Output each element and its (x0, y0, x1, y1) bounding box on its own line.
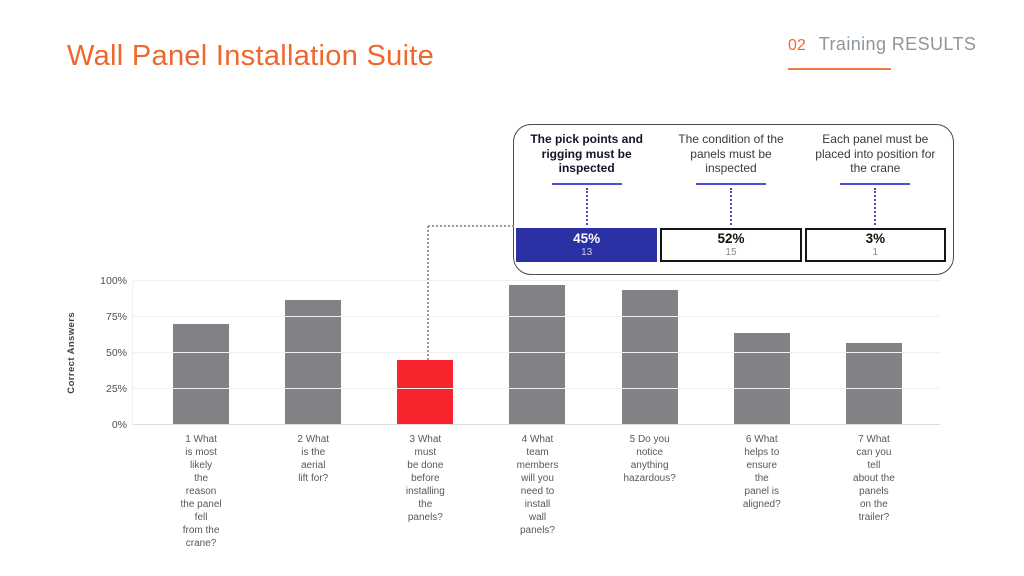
answer-option-count-2: 15 (725, 246, 737, 258)
bar-q5 (621, 289, 678, 425)
answer-option-percent-3: 3% (865, 231, 886, 247)
y-tick-100%: 100% (100, 275, 127, 287)
y-axis-title: Correct Answers (62, 281, 80, 425)
answer-option-text-1: The pick points and rigging must be insp… (530, 132, 643, 176)
bar-slot-2: 2 What is the aerial lift for? (257, 281, 369, 484)
y-tick-0%: 0% (111, 419, 127, 431)
answer-option-underline-3 (840, 183, 911, 185)
y-tick-25%: 25% (105, 383, 127, 395)
bar-label-q4: 4 What team members will you need to ins… (516, 434, 559, 536)
answer-option-dotted-line-2 (729, 188, 732, 225)
answer-option-text-2: The condition of the panels must be insp… (678, 132, 784, 176)
answer-callout: The pick points and rigging must be insp… (513, 124, 954, 275)
gridline-50% (133, 352, 940, 353)
y-tick-50%: 50% (105, 347, 127, 359)
bar-slot-7: 7 What can you tell about the panels on … (818, 281, 930, 523)
answer-option-count-3: 1 (872, 246, 879, 258)
answer-option-result-box-2: 52% 15 (660, 228, 802, 262)
bar-label-q3: 3 What must be done before installing th… (405, 434, 445, 523)
bar-slot-6: 6 What helps to ensure the panel is alig… (706, 281, 818, 510)
answer-option-result-box-3: 3% 1 (804, 228, 946, 262)
section-label: Training RESULTS (818, 34, 977, 54)
gridline-100% (133, 280, 940, 281)
answer-option-dotted-line-1 (585, 188, 588, 225)
gridline-0% (133, 424, 940, 425)
bar-q4 (509, 285, 566, 425)
page-title: Wall Panel Installation Suite (67, 40, 435, 72)
bar-q1 (173, 324, 230, 425)
y-axis-title-text: Correct Answers (65, 312, 77, 394)
bar-slot-3: 3 What must be done before installing th… (369, 281, 481, 523)
gridline-25% (133, 388, 940, 389)
answer-option-2: The condition of the panels must be insp… (660, 132, 802, 262)
answer-option-underline-2 (695, 183, 766, 185)
bar-slot-4: 4 What team members will you need to ins… (481, 281, 593, 536)
section-number: 02 (788, 37, 806, 54)
answer-option-text-3: Each panel must be placed into position … (815, 132, 936, 176)
section-underline (788, 68, 891, 70)
answer-option-result-box-1: 45% 13 (516, 228, 658, 262)
bar-label-q1: 1 What is most likely the reason the pan… (180, 434, 222, 549)
gridline-75% (133, 316, 940, 317)
answer-option-3: Each panel must be placed into position … (804, 132, 946, 262)
answer-option-dotted-line-3 (874, 188, 877, 225)
bar-label-q7: 7 What can you tell about the panels on … (853, 434, 895, 523)
answer-option-percent-2: 52% (717, 231, 745, 247)
bars-area: 1 What is most likely the reason the pan… (145, 281, 930, 549)
answer-option-count-1: 13 (581, 246, 593, 258)
callout-connector-horizontal (428, 225, 514, 227)
y-tick-75%: 75% (105, 311, 127, 323)
answer-option-1: The pick points and rigging must be insp… (516, 132, 658, 262)
plot-area: 1 What is most likely the reason the pan… (100, 275, 940, 549)
bar-label-q6: 6 What helps to ensure the panel is alig… (742, 434, 781, 510)
answer-option-underline-1 (551, 183, 622, 185)
section-header: 02 Training RESULTS (788, 34, 976, 55)
bar-label-q2: 2 What is the aerial lift for? (297, 434, 330, 484)
bar-q2 (285, 299, 342, 425)
bar-q7 (845, 342, 902, 425)
bar-slot-1: 1 What is most likely the reason the pan… (145, 281, 257, 549)
bar-slot-5: 5 Do you notice anything hazardous? (594, 281, 706, 484)
bar-q3 (397, 360, 454, 425)
bar-label-q5: 5 Do you notice anything hazardous? (623, 434, 676, 484)
bar-q6 (733, 332, 790, 425)
callout-connector-vertical (427, 226, 429, 360)
answer-option-percent-1: 45% (573, 231, 601, 247)
